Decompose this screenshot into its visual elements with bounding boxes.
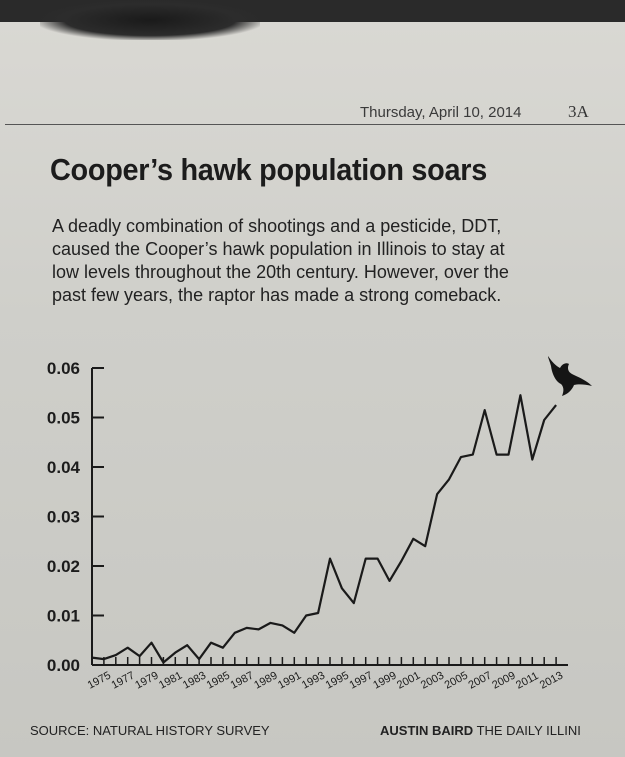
shadow-smudge <box>40 0 260 40</box>
y-tick-label: 0.05 <box>47 409 80 428</box>
hawk-icon <box>548 356 592 396</box>
dek-line: A deadly combination of shootings and a … <box>52 216 502 236</box>
y-axis-ticks: 0.00 0.01 0.02 0.03 0.04 0.05 0.06 <box>47 359 104 675</box>
credit-org: THE DAILY ILLINI <box>476 723 581 738</box>
headline: Cooper’s hawk population soars <box>50 152 487 187</box>
newspaper-page <box>0 22 625 757</box>
y-tick-label: 0.04 <box>47 458 81 477</box>
y-tick-label: 0.00 <box>47 656 80 675</box>
header-rule <box>5 124 625 125</box>
dek-line: caused the Cooper’s hawk population in I… <box>52 239 505 259</box>
issue-date: Thursday, April 10, 2014 <box>360 104 522 121</box>
y-tick-label: 0.02 <box>47 557 80 576</box>
dek-line: low levels throughout the 20th century. … <box>52 262 509 282</box>
credit-line: AUSTIN BAIRD THE DAILY ILLINI <box>380 723 581 738</box>
x-axis-ticks: 1975197719791981198319851987198919911993… <box>86 657 565 692</box>
y-tick-label: 0.03 <box>47 508 80 527</box>
article-dek: A deadly combination of shootings and a … <box>52 215 552 307</box>
credit-name: AUSTIN BAIRD <box>380 723 474 738</box>
x-tick-label: 2013 <box>538 670 565 692</box>
y-tick-label: 0.01 <box>47 607 80 626</box>
series-line <box>91 394 557 664</box>
y-tick-label: 0.06 <box>47 359 80 378</box>
chart-axes <box>91 368 568 666</box>
dek-line: past few years, the raptor has made a st… <box>52 285 502 305</box>
page-number: 3A <box>568 102 589 121</box>
source-note: SOURCE: NATURAL HISTORY SURVEY <box>30 723 270 738</box>
